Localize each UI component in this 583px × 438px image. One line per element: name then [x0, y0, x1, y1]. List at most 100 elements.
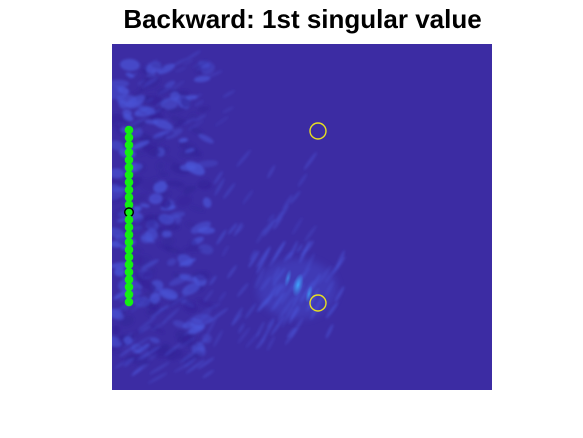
wavefront-streak: [216, 229, 227, 245]
wavefront-streak: [138, 316, 157, 331]
wavefront-streak: [195, 60, 211, 71]
wavefront-streak: [292, 217, 303, 235]
wave-speckle: [173, 119, 188, 127]
wave-speckle: [153, 343, 170, 352]
wavefront-streak: [144, 76, 159, 86]
wavefront-streak: [207, 70, 223, 78]
array-element: [124, 230, 134, 239]
array-element: [124, 252, 134, 262]
wavefront-streak: [267, 165, 276, 179]
wavefront-streak: [145, 97, 154, 103]
transducer-array: [123, 125, 135, 307]
wave-speckle: [198, 244, 214, 255]
wave-speckle: [184, 148, 195, 153]
chart-title: Backward: 1st singular value: [123, 4, 482, 34]
wavefront-streak: [237, 327, 251, 344]
wave-speckle: [168, 211, 186, 219]
wavefront-streak: [222, 106, 235, 114]
wavefront-streak: [128, 72, 138, 79]
array-element: [124, 290, 134, 299]
hotspot-fringe: [284, 269, 292, 287]
wavefront-streak: [142, 59, 158, 69]
wave-speckle: [182, 300, 199, 314]
wavefront-streak: [122, 339, 136, 348]
wave-speckle: [112, 168, 125, 179]
wavefront-streak: [299, 240, 311, 264]
wavefront-streak: [147, 353, 158, 362]
wavefront-streak: [267, 214, 275, 223]
wavefront-streak: [202, 369, 215, 379]
array-element: [124, 237, 134, 247]
wavefront-streak: [192, 60, 208, 68]
wave-speckle: [181, 282, 200, 296]
wavefront-streak: [183, 59, 193, 66]
wave-interference-texture: [112, 50, 346, 384]
wave-speckle: [197, 106, 210, 113]
array-element: [124, 148, 134, 157]
wavefront-streak: [169, 294, 188, 307]
wave-speckle: [173, 272, 182, 279]
wave-speckle: [112, 79, 130, 88]
wavefront-streak: [147, 372, 168, 384]
hotspot-core: [292, 273, 304, 297]
wavefront-streak: [296, 244, 303, 253]
wavefront-streak: [130, 301, 144, 313]
wave-speckle: [132, 88, 146, 97]
wavefront-streak: [231, 307, 243, 326]
wavefront-streak: [213, 171, 223, 185]
wavefront-streak: [325, 302, 339, 319]
wavefront-streak: [208, 307, 229, 323]
wave-speckle: [112, 140, 124, 151]
wavefront-streak: [222, 90, 235, 98]
wavefront-streak: [147, 108, 162, 116]
wavefront-streak: [185, 359, 205, 374]
wavefront-streak: [156, 97, 173, 106]
wavefront-streak: [156, 128, 175, 137]
wave-speckle: [112, 186, 126, 200]
array-element: [124, 267, 134, 277]
wave-speckle: [157, 171, 169, 178]
wave-speckle: [141, 259, 159, 270]
wave-speckle: [120, 58, 140, 71]
wavefront-streak: [122, 332, 133, 341]
wavefront-streak: [156, 305, 168, 315]
wave-speckle: [112, 308, 124, 321]
wavefront-streak: [335, 286, 345, 302]
wavefront-streak: [131, 364, 146, 377]
wave-speckle: [122, 109, 132, 117]
wave-speckle: [178, 137, 188, 143]
wavefront-streak: [214, 116, 229, 127]
wave-speckle: [180, 333, 199, 344]
wave-speckle: [168, 275, 189, 286]
wavefront-streak: [218, 291, 227, 302]
wavefront-streak: [205, 316, 217, 337]
wavefront-streak: [228, 223, 238, 235]
wave-speckle: [162, 230, 172, 238]
reference-array-element: [123, 207, 135, 218]
wavefront-streak: [214, 178, 225, 196]
wavefront-streak: [266, 336, 276, 351]
wavefront-streak: [297, 173, 308, 187]
array-element: [124, 245, 134, 254]
wavefront-streak: [236, 149, 251, 167]
wavefront-streak: [281, 204, 289, 217]
heatmap-plot-area: [112, 44, 492, 390]
wave-speckle: [152, 118, 173, 130]
wavefront-streak: [248, 250, 260, 268]
wave-speckle: [151, 177, 159, 184]
wavefront-streak: [242, 190, 254, 205]
wavefront-streak: [304, 225, 317, 242]
wavefront-streak: [203, 289, 214, 303]
wave-speckle: [170, 91, 180, 102]
wavefront-streak: [139, 345, 161, 360]
wave-speckle: [132, 205, 141, 212]
wavefront-streak: [172, 58, 188, 67]
wavefront-streak: [136, 350, 150, 361]
wavefront-streak: [273, 215, 283, 230]
wave-speckle: [129, 140, 150, 151]
wave-speckle: [112, 208, 127, 218]
array-element: [124, 125, 134, 135]
wave-speckle: [136, 278, 157, 291]
wave-speckle: [157, 63, 175, 75]
wave-speckle: [190, 221, 211, 234]
